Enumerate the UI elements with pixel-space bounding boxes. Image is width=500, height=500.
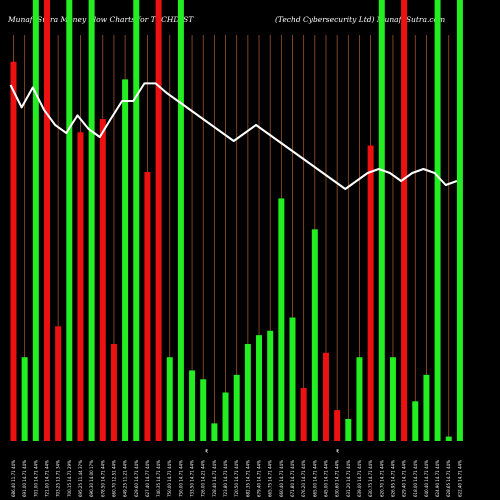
money-flow-bar: [300, 388, 307, 441]
money-flow-bar: [233, 374, 240, 441]
x-tick-label: 686.40 11.71 44%: [11, 460, 16, 497]
x-tick-label: 627.40 14.77 44%: [145, 460, 150, 497]
money-flow-bar: [189, 370, 196, 441]
chart-title: MunafaSutra Money Flow Charts for TECHD_…: [7, 15, 194, 24]
x-tick-label: 695.25 11.44 37%: [78, 460, 83, 497]
x-tick-label: 676.20 14.71 44%: [301, 460, 306, 497]
money-flow-bar: [434, 0, 441, 441]
x-tick-label: 700.15 14.71 29%: [67, 460, 72, 497]
money-flow-bar: [244, 343, 251, 441]
x-tick-labels: 686.40 11.71 44% 691.00 14.71 44% 701.00 1…: [11, 460, 462, 497]
money-flow-bar: [445, 436, 452, 441]
currency-marker: ₹: [336, 449, 339, 455]
x-tick-label: 640.40 14.71 44%: [424, 460, 429, 497]
money-flow-bar: [456, 0, 463, 441]
money-flow-bar: [166, 357, 173, 441]
x-tick-label: 691.00 14.71 44%: [22, 460, 27, 497]
money-flow-bar: [155, 0, 162, 441]
money-flow-bar: [88, 0, 95, 441]
x-tick-label: 671.80 14.71 44%: [290, 460, 295, 497]
x-tick-label: 645.00 14.71 44%: [323, 460, 328, 497]
x-tick-label: 660.70 12.51 44%: [111, 460, 116, 497]
x-tick-label: 624.90 14.71 44%: [435, 460, 440, 497]
x-tick-label: 723.80 14.71 44%: [223, 460, 228, 497]
mid-markers: ₹ ₹: [205, 449, 339, 455]
money-flow-bar: [77, 132, 84, 442]
x-tick-label: 628.65 14.71 44%: [446, 460, 451, 497]
x-tick-label: 750.00 14.71 44%: [167, 460, 172, 497]
x-tick-label: 629.60 14.71 44%: [134, 460, 139, 497]
x-tick-label: 728.40 14.71 44%: [212, 460, 217, 497]
money-flow-bar: [177, 0, 184, 441]
money-flow-bar: [389, 357, 396, 441]
x-tick-label: 733.50 14.71 44%: [190, 460, 195, 497]
money-flow-bar: [311, 229, 318, 441]
x-tick-label: 720.50 14.71 44%: [234, 460, 239, 497]
money-flow-bar: [110, 343, 117, 441]
money-flow-bar: [334, 410, 341, 441]
x-tick-label: 682.35 14.71 44%: [245, 460, 250, 497]
money-flow-bar: [43, 0, 50, 441]
money-flow-bar: [144, 171, 151, 442]
x-tick-label: 703.25 13.71 34%: [56, 460, 61, 497]
x-tick-label: 690.30 14.00 17%: [89, 460, 94, 497]
money-flow-bar: [222, 392, 229, 441]
money-flow-bars: [10, 0, 463, 442]
x-tick-label: 721.00 14.71 44%: [44, 460, 49, 497]
x-tick-label: 665.00 14.71 44%: [312, 460, 317, 497]
money-flow-bar: [211, 423, 218, 441]
x-tick-label: 618.00 14.71 44%: [413, 460, 418, 497]
currency-marker: ₹: [205, 449, 208, 455]
money-flow-bar: [367, 145, 374, 441]
money-flow-bar: [122, 79, 129, 441]
money-flow-bar: [322, 352, 329, 441]
x-tick-label: 629.40 14.71 44%: [402, 460, 407, 497]
x-tick-label: 660.40 14.71 44%: [279, 460, 284, 497]
money-flow-bar: [345, 418, 352, 441]
price-line: [9, 82, 458, 190]
x-tick-label: 639.00 14.71 44%: [357, 460, 362, 497]
x-tick-label: 679.40 14.71 44%: [257, 460, 262, 497]
money-flow-bar: [401, 0, 408, 441]
money-flow-bar: [256, 335, 263, 441]
money-flow-bar: [133, 0, 140, 441]
x-tick-label: 701.00 14.71 44%: [33, 460, 38, 497]
x-tick-label: 726.00 14.21 44%: [201, 460, 206, 497]
money-flow-bar: [423, 374, 430, 441]
money-flow-bar: [278, 198, 285, 441]
money-flow-bar: [99, 119, 106, 441]
x-tick-label: 740.35 14.71 44%: [156, 460, 161, 497]
x-tick-label: 631.20 14.71 44%: [346, 460, 351, 497]
money-flow-bar: [412, 401, 419, 441]
money-flow-bar: [289, 317, 296, 441]
price-line-layer: [9, 82, 458, 190]
money-flow-bar: [200, 379, 207, 441]
money-flow-bar: [32, 0, 39, 441]
money-flow-bar: [10, 61, 17, 442]
money-flow-bar: [267, 330, 274, 441]
chart-subtitle: (Techd Cybersecurity Ltd) MunafaSutra.co…: [275, 15, 445, 24]
money-flow-bar: [378, 0, 385, 441]
x-tick-label: 630.60 14.71 44%: [335, 460, 340, 497]
x-tick-label: 665.75 14.71 44%: [268, 460, 273, 497]
x-tick-label: 620.70 14.71 44%: [379, 460, 384, 497]
x-tick-label: 622.40 14.71 44%: [457, 460, 462, 497]
x-tick-label: 678.50 14.71 44%: [100, 460, 105, 497]
x-tick-label: 750.00 14.71 44%: [178, 460, 183, 497]
x-tick-label: 630.75 14.71 44%: [368, 460, 373, 497]
money-flow-bar: [356, 357, 363, 441]
x-tick-label: 626.95 14.71 44%: [390, 460, 395, 497]
money-flow-bar: [66, 0, 73, 441]
money-flow-bar: [55, 326, 62, 441]
money-flow-bar: [21, 357, 28, 441]
x-tick-label: 649.25 11.21 44%: [123, 460, 128, 497]
